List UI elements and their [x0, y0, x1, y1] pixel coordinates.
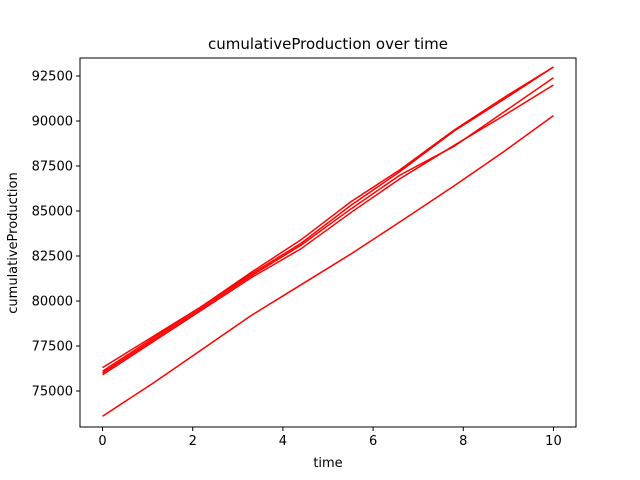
series-line-4 — [102, 66, 554, 372]
x-axis-label: time — [313, 456, 342, 471]
series-line-3 — [102, 84, 554, 376]
x-tick-label: 6 — [369, 434, 377, 449]
y-tick-label: 75000 — [32, 385, 73, 400]
y-tick-label: 87500 — [32, 160, 73, 175]
y-axis-label: cumulativeProduction — [6, 172, 21, 313]
x-tick-label: 8 — [459, 434, 467, 449]
series-line-1 — [102, 66, 554, 369]
y-tick-label: 92500 — [32, 70, 73, 85]
x-tick-label: 4 — [279, 434, 287, 449]
y-tick-label: 85000 — [32, 205, 73, 220]
series-line-2 — [102, 77, 554, 374]
chart-title: cumulativeProduction over time — [208, 35, 448, 53]
x-tick-label: 0 — [98, 434, 106, 449]
y-tick-label: 82500 — [32, 250, 73, 265]
y-tick-label: 90000 — [32, 115, 73, 130]
y-axis-ticks: 75000 77500 80000 82500 85000 87500 90000 92500 — [32, 70, 80, 400]
y-tick-label: 77500 — [32, 340, 73, 355]
x-tick-label: 2 — [189, 434, 197, 449]
series-layer — [102, 66, 554, 417]
y-tick-label: 80000 — [32, 295, 73, 310]
series-line-5 — [102, 114, 554, 417]
x-axis-ticks: 0 2 4 6 8 10 — [98, 427, 562, 449]
plot-frame — [79, 57, 577, 428]
x-tick-label: 10 — [545, 434, 562, 449]
